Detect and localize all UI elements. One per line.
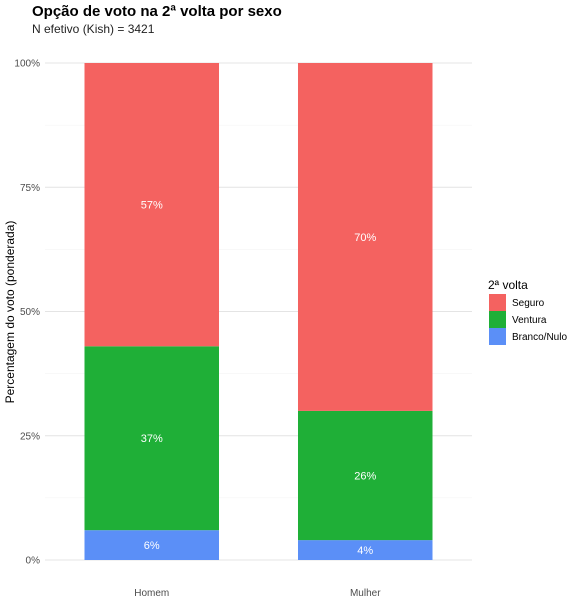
data-label: 4% [357,545,373,557]
y-tick-label: 25% [20,431,40,442]
legend-label: Ventura [512,315,547,326]
y-tick-label: 75% [20,183,40,194]
x-tick-label: Homem [134,588,169,599]
bar-segment [297,410,433,541]
legend-label: Branco/Nulo [512,332,567,343]
axes: 0% 25% 50% 75% 100% Homem Mulher [14,59,381,600]
data-label: 26% [354,471,376,483]
legend: 2ª volta Seguro Ventura Branco/Nulo [488,278,567,345]
bars [84,63,433,560]
chart-subtitle: N efetivo (Kish) = 3421 [32,22,155,36]
data-label: 37% [141,433,163,445]
bar-segment [297,540,433,560]
data-labels: 6% 37% 57% 4% 26% 70% [141,200,377,557]
bar-segment [84,346,220,531]
bar-segment [84,63,220,347]
data-label: 70% [354,232,376,244]
y-tick-label: 100% [14,59,40,70]
legend-swatch [489,311,506,328]
x-tick-label: Mulher [350,588,381,599]
y-tick-label: 50% [20,307,40,318]
y-axis-title: Percentagem do voto (ponderada) [3,221,17,404]
chart-title: Opção de voto na 2ª volta por sexo [32,3,282,20]
bar-segment [297,63,433,411]
data-label: 6% [144,540,160,552]
legend-title: 2ª volta [488,278,528,292]
data-label: 57% [141,200,163,212]
bar-segment [84,530,220,560]
y-tick-label: 0% [26,556,41,567]
legend-swatch [489,328,506,345]
legend-label: Seguro [512,298,545,309]
legend-swatch [489,294,506,311]
